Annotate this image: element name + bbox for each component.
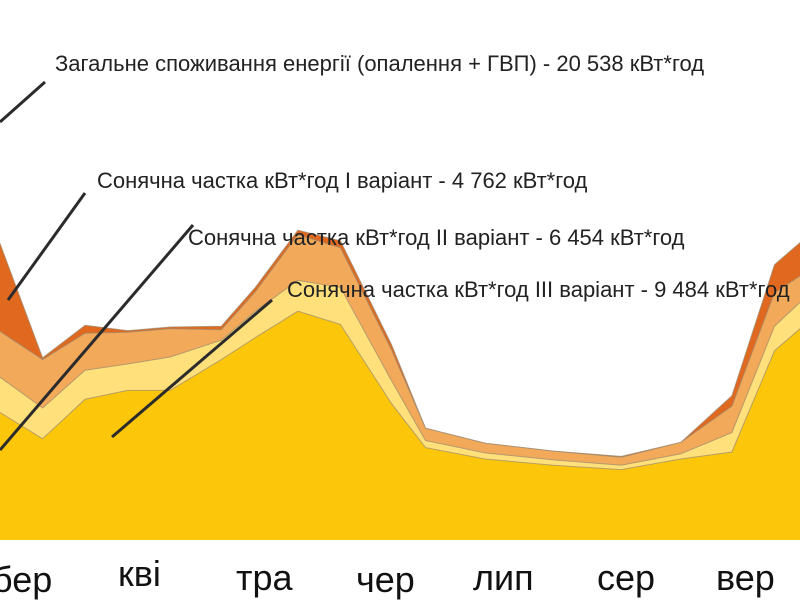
callout-label-4: Сонячна частка кВт*год III варіант - 9 4… (287, 277, 790, 302)
month-label-4: чер (356, 559, 415, 600)
month-label-7: вер (716, 557, 775, 598)
month-label-1: бер (0, 559, 52, 600)
callout-label-3: Сонячна частка кВт*год II варіант - 6 45… (188, 225, 685, 250)
leader-line-2 (6, 192, 87, 301)
area-series-1-edge (0, 229, 800, 457)
leader-line-4 (111, 298, 273, 439)
month-label-2: кві (118, 553, 161, 594)
month-label-3: тра (236, 557, 294, 598)
area-series-4 (0, 311, 800, 540)
month-label-6: сер (597, 557, 655, 598)
leader-line-3 (0, 224, 195, 451)
leader-line-1 (0, 80, 46, 124)
area-series-3-edge (0, 279, 800, 466)
area-layers (0, 229, 800, 540)
x-axis-month-labels: бер кві тра чер лип сер вер (0, 553, 775, 600)
callout-label-2: Сонячна частка кВт*год I варіант - 4 762… (97, 168, 588, 193)
area-series-4-edge (0, 310, 800, 471)
area-series-2-edge (0, 234, 800, 458)
month-label-5: лип (473, 557, 534, 598)
callout-labels: Загальне споживання енергії (опалення + … (55, 51, 790, 302)
callout-leader-lines (0, 80, 273, 451)
callout-label-1: Загальне споживання енергії (опалення + … (55, 51, 704, 76)
